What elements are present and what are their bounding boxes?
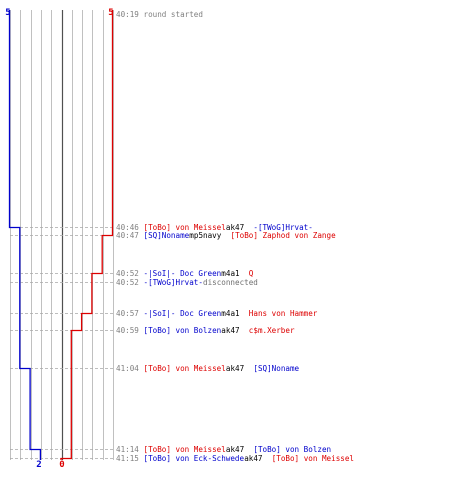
event-time: 40:59 (116, 326, 139, 335)
event-text: mp5navy (189, 231, 221, 240)
event-text: [ToBo] von Bolzen (253, 445, 331, 454)
event-text: m4a1 (221, 309, 240, 318)
alive-lines (8, 10, 114, 460)
event-time: 40:19 (116, 10, 139, 19)
red-end-count: 0 (59, 460, 64, 470)
event-text: [ToBo] von Meissel (272, 454, 354, 463)
event-row: 40:52 -|SoI|- Doc Green m4a1 Q (116, 269, 254, 278)
red-alive-line (60, 10, 114, 460)
event-text: -|SoI|- Doc Green (144, 269, 222, 278)
event-text: [ToBo] von Bolzen (144, 326, 222, 335)
event-text: [ToBo] Zaphod von Zange (231, 231, 337, 240)
event-text: disconnected (203, 278, 258, 287)
event-text: -[TWoG]Hrvat- (144, 278, 203, 287)
event-row: 41:15 [ToBo] von Eck-Schwede ak47 [ToBo] … (116, 454, 354, 463)
event-row: 41:14 [ToBo] von Meissel ak47 [ToBo] von … (116, 445, 331, 454)
event-time: 40:47 (116, 231, 139, 240)
event-time: 40:52 (116, 278, 139, 287)
event-text: m4a1 (221, 269, 240, 278)
event-time: 41:15 (116, 454, 139, 463)
event-text: c$m.Xerber (249, 326, 295, 335)
event-text: ak47 (221, 326, 239, 335)
event-text: [ToBo] von Meissel (144, 223, 226, 232)
event-text: Q (249, 269, 254, 278)
event-row: 40:46 [ToBo] von Meissel ak47 -[TWoG]Hrva… (116, 223, 313, 232)
event-text: Hans von Hammer (249, 309, 318, 318)
event-text: [SQ]Noname (144, 231, 190, 240)
red-start-count: 5 (108, 8, 113, 18)
event-text: [SQ]Noname (253, 364, 299, 373)
event-text: -|SoI|- Doc Green (144, 309, 222, 318)
event-text: ak47 (226, 445, 244, 454)
event-row: 40:59 [ToBo] von Bolzen ak47 c$m.Xerber (116, 326, 295, 335)
event-text: [ToBo] von Eck-Schwede (144, 454, 245, 463)
event-log: 40:19 round started 40:46 [ToBo] von Meisse… (116, 10, 354, 463)
event-text: round started (144, 10, 203, 19)
event-time: 40:46 (116, 223, 139, 232)
blue-end-count: 2 (36, 460, 41, 470)
event-row: 40:52 -[TWoG]Hrvat- disconnected (116, 278, 258, 287)
event-row: 41:04 [ToBo] von Meissel ak47 [SQ]Noname (116, 364, 300, 373)
event-row: 40:57 -|SoI|- Doc Green m4a1 Hans von Ham… (116, 309, 318, 318)
event-time: 41:04 (116, 364, 139, 373)
event-text: ak47 (244, 454, 262, 463)
event-row: 40:47 [SQ]Noname mp5navy [ToBo] Zaphod vo… (116, 231, 336, 240)
event-text: ak47 (226, 223, 244, 232)
event-time: 40:57 (116, 309, 139, 318)
blue-start-count: 5 (5, 8, 10, 18)
event-text: [ToBo] von Meissel (144, 445, 226, 454)
event-row: 40:19 round started (116, 10, 203, 19)
event-time: 40:52 (116, 269, 139, 278)
event-text: [ToBo] von Meissel (144, 364, 226, 373)
event-text: -[TWoG]Hrvat- (253, 223, 312, 232)
blue-alive-line (8, 10, 42, 460)
event-text: ak47 (226, 364, 244, 373)
alive-grid (10, 10, 114, 460)
event-time: 41:14 (116, 445, 139, 454)
